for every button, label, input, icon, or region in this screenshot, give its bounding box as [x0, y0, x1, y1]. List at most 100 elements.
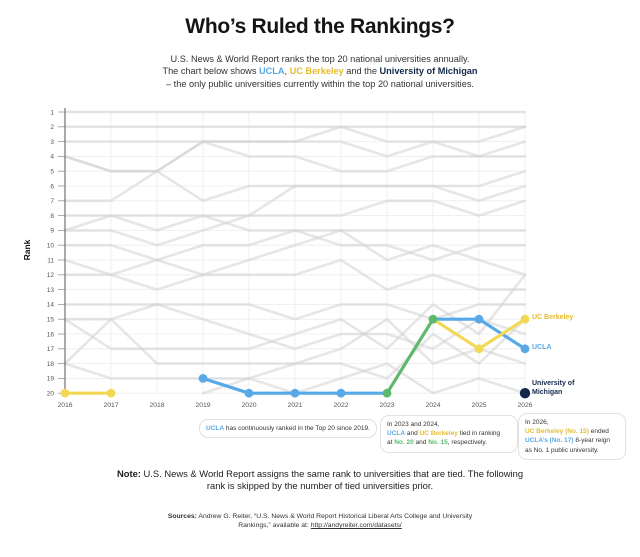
ucla-label: UCLA	[532, 344, 552, 351]
background-university-line	[63, 140, 527, 203]
text-run: tied in ranking at	[387, 430, 501, 447]
y-tick-label: 15	[47, 317, 55, 324]
text-run: UCLA’s (No. 17)	[525, 437, 574, 445]
y-tick-label: 12	[47, 272, 55, 279]
text-run: No. 15	[428, 439, 448, 447]
x-tick-label: 2022	[333, 402, 348, 409]
text-run: UCLA	[206, 425, 225, 432]
text-run: The chart below shows	[162, 66, 259, 77]
callout-tied: In 2023 and 2024, UCLA and UC Berkeley t…	[380, 415, 518, 453]
callout-ucla-top20: UCLA has continuously ranked in the Top …	[199, 419, 377, 439]
dot-yellow_line	[106, 388, 116, 398]
x-tick-label: 2020	[241, 402, 256, 409]
y-tick-label: 8	[50, 213, 54, 220]
text-run: UC Berkeley	[289, 66, 344, 77]
y-tick-label: 2	[50, 124, 54, 131]
text-run: No. 20	[394, 439, 414, 447]
background-university-line	[63, 184, 527, 217]
dot-blue	[474, 314, 484, 324]
y-tick-label: 19	[47, 376, 55, 383]
dot-navy	[519, 388, 531, 399]
sources-text: Sources: Andrew G. Reiter, “U.S. News & …	[155, 512, 485, 531]
text-run: University of Michigan	[379, 66, 478, 77]
text-run: , respectively.	[447, 439, 487, 447]
text-run: ended	[590, 428, 609, 436]
dot-yellow_line	[60, 388, 70, 398]
text-run: has continuously ranked in the Top 20 si…	[224, 425, 370, 432]
x-tick-label: 2016	[57, 402, 72, 409]
sources-link[interactable]: http://andyreiter.com/datasets/	[310, 522, 402, 530]
text-run: – the only public universities currently…	[166, 78, 474, 89]
dot-blue	[244, 388, 254, 398]
y-tick-label: 5	[50, 169, 54, 176]
dot-blue	[198, 374, 208, 383]
subtitle-line: The chart below shows UCLA, UC Berkeley …	[0, 65, 640, 77]
x-tick-label: 2018	[149, 402, 164, 409]
background-university-line	[63, 229, 527, 262]
y-tick-label: 9	[50, 228, 54, 235]
subtitle: U.S. News & World Report ranks the top 2…	[0, 53, 640, 90]
text-run: In 2026,	[525, 419, 549, 426]
background-university-line	[63, 258, 527, 291]
chart-area: 1 2 3 4 5 6 7 8 9 10 11 12 13 14 15 16 17 18 19 20 2016 2017 2…	[0, 100, 640, 415]
text-run: ,	[284, 66, 290, 77]
y-tick-label: 11	[47, 257, 54, 264]
y-tick-label: 18	[47, 361, 55, 368]
y-tick-label: 13	[47, 287, 55, 294]
dot-blue	[520, 344, 530, 354]
note-text: Note: U.S. News & World Report assigns t…	[110, 468, 530, 492]
dot-green	[382, 388, 392, 398]
text-run: UC Berkeley	[419, 430, 458, 438]
text-run: Note:	[116, 468, 141, 479]
text-run: Sources:	[167, 513, 197, 520]
y-tick-label: 3	[50, 139, 54, 146]
text-run: U.S. News & World Report ranks the top 2…	[170, 54, 470, 64]
background-university-line	[63, 303, 527, 351]
dot-green	[428, 314, 438, 324]
text-run: UCLA	[387, 430, 406, 438]
background-university-line	[63, 199, 527, 247]
text-run: and	[413, 439, 429, 447]
y-tick-label: 4	[50, 154, 54, 161]
x-tick-label: 2025	[471, 402, 486, 409]
text-run: 8-year reign as No. 1 public university.	[525, 437, 611, 454]
callout-2026: In 2026, UC Berkeley (No. 15) ended UCLA…	[518, 413, 626, 460]
y-tick-label: 20	[47, 391, 55, 398]
dot-blue	[290, 388, 300, 398]
y-tick-label: 1	[50, 109, 54, 116]
text-run: UCLA	[258, 66, 285, 77]
x-tick-label: 2026	[517, 402, 532, 409]
y-tick-label: 17	[47, 346, 55, 353]
x-tick-label: 2021	[287, 402, 302, 409]
michigan-label: University of Michigan	[532, 380, 575, 396]
x-tick-label: 2017	[103, 402, 118, 409]
text-run: U.S. News & World Report assigns the sam…	[140, 468, 524, 491]
text-run: and	[405, 430, 420, 438]
background-university-line	[63, 317, 527, 380]
x-tick-label: 2023	[379, 402, 394, 409]
subtitle-line: U.S. News & World Report ranks the top 2…	[0, 53, 640, 65]
text-run: Andrew G. Reiter, “U.S. News & World Rep…	[196, 513, 473, 530]
uc-berkeley-label: UC Berkeley	[532, 314, 574, 321]
dot-yellow_line	[520, 314, 530, 324]
page-title: Who’s Ruled the Rankings?	[185, 15, 455, 38]
subtitle-line: – the only public universities currently…	[0, 78, 640, 90]
text-run: In 2023 and 2024,	[387, 421, 440, 428]
y-tick-label: 16	[47, 331, 55, 338]
line-tied-ucla-berkeley	[385, 317, 435, 395]
text-run: and the	[343, 66, 380, 77]
y-tick-label: 6	[50, 183, 54, 190]
x-tick-label: 2019	[195, 402, 210, 409]
dot-blue	[336, 388, 346, 398]
y-tick-label: 10	[47, 243, 55, 250]
text-run: UC Berkeley (No. 15)	[525, 428, 589, 436]
x-tick-label: 2024	[425, 402, 440, 409]
background-university-line	[63, 229, 527, 291]
background-university-line	[201, 362, 527, 395]
y-axis-title: Rank	[22, 239, 32, 261]
y-tick-label: 14	[47, 302, 55, 309]
dot-yellow_line	[474, 344, 484, 354]
y-tick-label: 7	[50, 198, 54, 205]
